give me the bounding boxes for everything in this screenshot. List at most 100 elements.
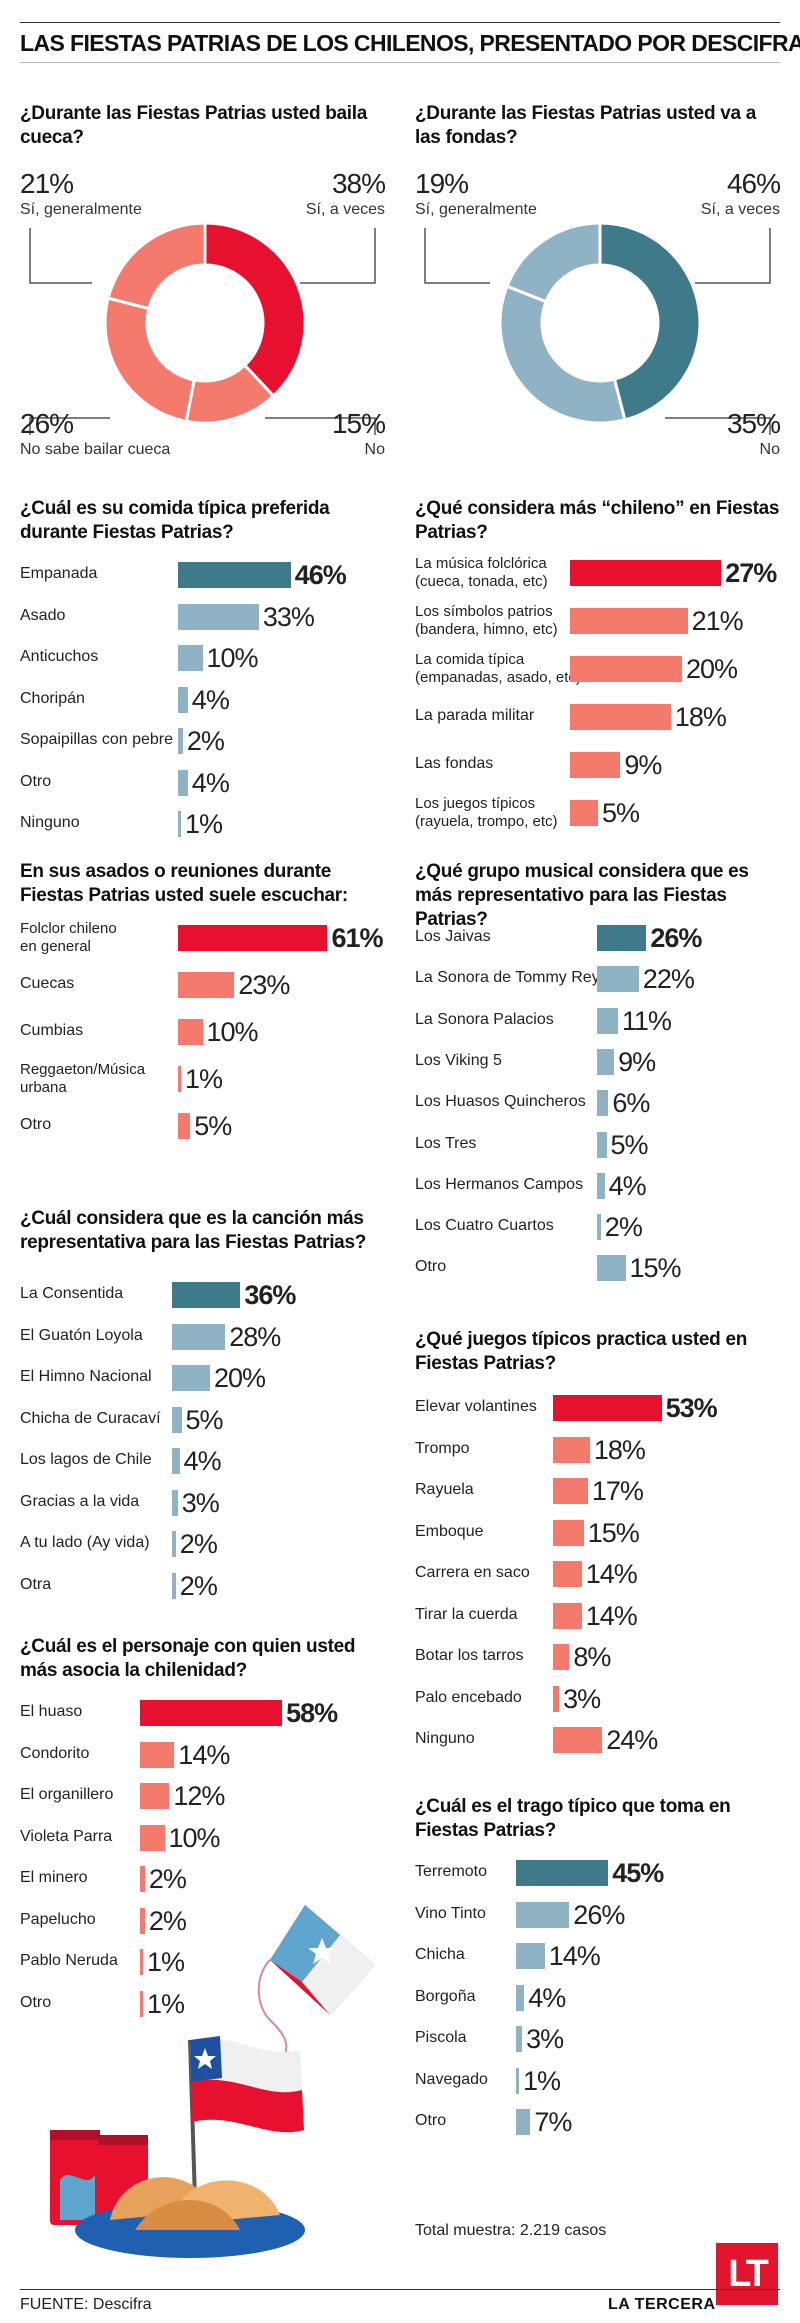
bar-label-line: La música folclórica [415, 555, 547, 572]
pie-slice [498, 284, 627, 425]
bar [172, 1572, 176, 1599]
bar-value-label: 20% [686, 654, 738, 684]
bar-label: Chicha [415, 1946, 465, 1964]
bar-label-line: El minero [20, 1869, 88, 1886]
bar-label: Folclor chileno en general [20, 920, 117, 956]
bar-value-label: 17% [591, 1476, 644, 1506]
bar [178, 562, 291, 588]
bar-label-line: Cuecas [20, 975, 75, 992]
bar [553, 1561, 582, 1587]
bar-label-line: Vino Tinto [415, 1904, 486, 1922]
bar-value-label: 10% [206, 1017, 259, 1047]
bar-label-line: Borgoña [415, 1987, 476, 2005]
bar-label: Los símbolos patrios (bandera, himno, etc… [415, 603, 558, 639]
bar [178, 925, 328, 951]
bar [140, 1866, 145, 1892]
bar-value-label: 1% [185, 809, 223, 839]
question-title: ¿Durante las Fiestas Patrias usted baila… [20, 103, 368, 148]
bar-label: Violeta Parra [20, 1828, 112, 1846]
source-note: FUENTE: Descifra [20, 2296, 152, 2313]
question-title: ¿Cuál es el personaje con quien usted má… [20, 1636, 356, 1681]
bar-label-line: Violeta Parra [20, 1827, 113, 1845]
bar-label-line: Los símbolos patrios [415, 603, 553, 620]
bar-value-label: 4% [191, 767, 230, 798]
bar [172, 1406, 182, 1433]
bar-label-line: Papelucho [20, 1910, 96, 1928]
bar-label-line: Tirar la cuerda [415, 1605, 518, 1623]
bar-label-line: A tu lado (Ay vida) [20, 1534, 150, 1551]
bar-label-line: Los Viking 5 [415, 1051, 502, 1069]
bar [516, 1860, 609, 1886]
bar [570, 560, 722, 586]
leader-line [265, 417, 376, 435]
bar-label-line: Ninguno [20, 814, 80, 831]
bar-label: Cumbias [20, 1022, 83, 1040]
bar [172, 1323, 226, 1350]
bar-label-line: Emboque [415, 1522, 484, 1540]
bar-label-line: Trompo [415, 1439, 470, 1457]
bar-label-line: La parada militar [415, 707, 535, 724]
pie-slice [106, 221, 207, 311]
bar-label: Otro [20, 1116, 51, 1134]
bar [516, 2067, 519, 2094]
bar-label-line: (cueca, tonada, etc) [415, 573, 548, 590]
kite-icon [257, 1905, 375, 2056]
bar [553, 1436, 590, 1463]
bar-value-label: 28% [229, 1321, 281, 1352]
bar-label-line: Otro [20, 1993, 52, 2011]
bar-value-label: 2% [604, 1212, 643, 1243]
bar-label: El Himno Nacional [20, 1368, 152, 1386]
bar-label-line: Gracias a la vida [20, 1492, 140, 1510]
bar-value-label: 23% [238, 970, 290, 1000]
bar-label: Papelucho [20, 1911, 96, 1929]
bar-label: Empanada [20, 565, 97, 583]
bar-label: Los Jaivas [415, 928, 491, 946]
bar-label: Terremoto [415, 1863, 487, 1881]
bar-value-label: 36% [244, 1280, 296, 1310]
bar-value-label: 5% [602, 798, 640, 828]
bar-value-label: 45% [612, 1858, 664, 1888]
slice-label: Sí, a veces [700, 201, 780, 218]
bar-label-line: Cumbias [20, 1022, 84, 1039]
bar [597, 966, 639, 993]
bar [597, 1007, 618, 1034]
bar-label: Botar los tarros [415, 1647, 523, 1665]
page-title: LAS FIESTAS PATRIAS DE LOS CHILENOS, PRE… [20, 30, 800, 56]
bar-value-label: 14% [548, 1941, 601, 1971]
bar-label: El Guatón Loyola [20, 1327, 143, 1345]
slice-percent: 35% [726, 408, 781, 439]
bar-value-label: 14% [585, 1559, 638, 1589]
bar-label: Gracias a la vida [20, 1493, 139, 1511]
bar-label-line: Carrera en saco [415, 1564, 530, 1581]
bar-label: Otro [415, 2112, 446, 2130]
bar [140, 1700, 283, 1726]
bar-value-label: 10% [168, 1822, 221, 1853]
pie-slice [598, 221, 702, 422]
bar-value-label: 1% [523, 2065, 561, 2096]
bar-label-line: Otro [415, 1258, 447, 1276]
bar [570, 608, 688, 634]
bar-label: El minero [20, 1869, 88, 1887]
bar [172, 1365, 210, 1391]
slice-label: Sí, generalmente [20, 201, 142, 218]
bar-value-label: 2% [179, 1570, 218, 1601]
bar [553, 1519, 584, 1546]
bar [516, 1943, 545, 1969]
bar [178, 686, 188, 713]
title-rule [20, 62, 780, 63]
bar-label: La Sonora de Tommy Rey [415, 969, 600, 987]
bar-value-label: 3% [526, 2024, 564, 2054]
bar-value-label: 4% [528, 1982, 566, 2013]
bar-value-label: 15% [629, 1253, 682, 1284]
bar-label-line: Ninguno [415, 1730, 475, 1747]
bar-label: Anticuchos [20, 648, 98, 666]
bar-label-line: Piscola [415, 2029, 467, 2046]
pie-slice [505, 221, 602, 304]
bar-label-line: Anticuchos [20, 648, 99, 665]
bar-label: La música folclórica (cueca, tonada, etc) [415, 555, 548, 591]
question-title: ¿Cuál considera que es la canción más re… [20, 1208, 367, 1253]
bar [597, 1255, 626, 1282]
bar [597, 1214, 601, 1241]
bar-value-label: 18% [593, 1434, 646, 1465]
bar-value-label: 2% [148, 1905, 187, 1936]
